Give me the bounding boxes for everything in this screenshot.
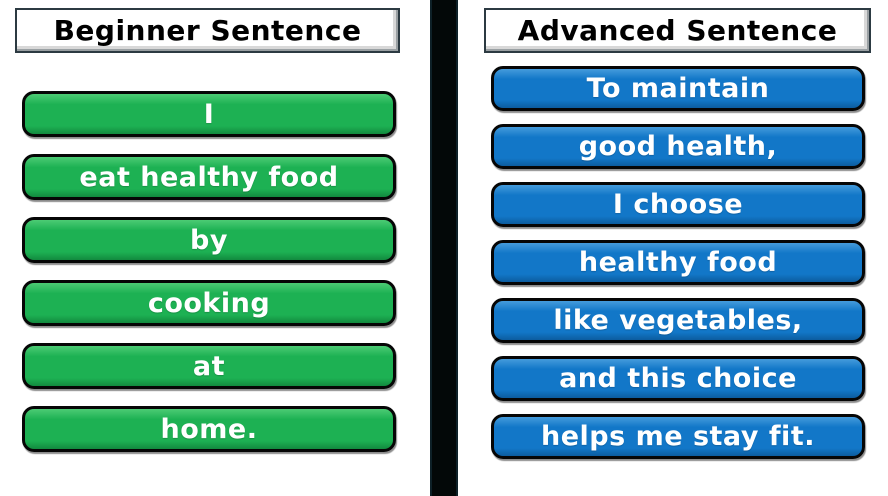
sentence-strip[interactable]: To maintain: [491, 66, 865, 111]
sentence-strip[interactable]: helps me stay fit.: [491, 414, 865, 459]
sentence-strip[interactable]: and this choice: [491, 356, 865, 401]
sentence-strip[interactable]: cooking: [22, 280, 396, 326]
sentence-strip[interactable]: I choose: [491, 182, 865, 227]
sentence-strip[interactable]: by: [22, 217, 396, 263]
sentence-strip[interactable]: eat healthy food: [22, 154, 396, 200]
column-divider: [430, 0, 458, 496]
sentence-strip[interactable]: healthy food: [491, 240, 865, 285]
advanced-sentence-column: To maintain good health, I choose health…: [491, 66, 865, 459]
sentence-strip[interactable]: I: [22, 91, 396, 137]
sentence-strip[interactable]: home.: [22, 406, 396, 452]
beginner-sentence-header: Beginner Sentence: [15, 8, 400, 53]
advanced-sentence-header: Advanced Sentence: [484, 8, 871, 53]
beginner-sentence-column: I eat healthy food by cooking at home.: [22, 91, 396, 452]
sentence-strip[interactable]: good health,: [491, 124, 865, 169]
sentence-strip[interactable]: at: [22, 343, 396, 389]
sentence-strip[interactable]: like vegetables,: [491, 298, 865, 343]
